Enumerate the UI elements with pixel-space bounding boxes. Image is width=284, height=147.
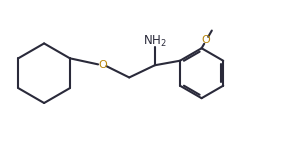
Text: O: O (202, 35, 210, 45)
Text: NH$_2$: NH$_2$ (143, 34, 167, 49)
Text: O: O (98, 60, 107, 70)
